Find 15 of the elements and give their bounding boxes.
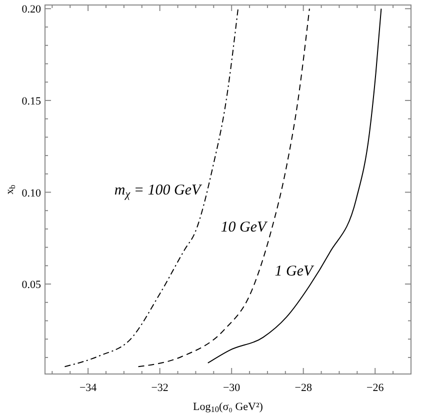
- series-label: 10 GeV: [220, 219, 268, 236]
- x-tick-label: −32: [151, 382, 168, 394]
- x-tick-label: −26: [366, 382, 384, 394]
- y-tick-label: 0.10: [22, 187, 42, 200]
- y-tick-label: 0.05: [22, 279, 42, 292]
- line-series: [64, 8, 239, 368]
- y-tick-label: 0.20: [22, 4, 42, 16]
- x-tick-label: −34: [79, 382, 98, 394]
- series-label: m$_{χ}$ = 100 GeV: [114, 182, 203, 200]
- x-tick-label: −28: [294, 382, 312, 394]
- series-label: 1 GeV: [274, 264, 315, 280]
- line-series: [207, 8, 382, 364]
- y-tick-label: 0.15: [22, 95, 42, 108]
- x-tick-label: −30: [222, 382, 241, 394]
- x-axis-title: Log$_{10}$(σ₀ GeV²): [193, 401, 264, 414]
